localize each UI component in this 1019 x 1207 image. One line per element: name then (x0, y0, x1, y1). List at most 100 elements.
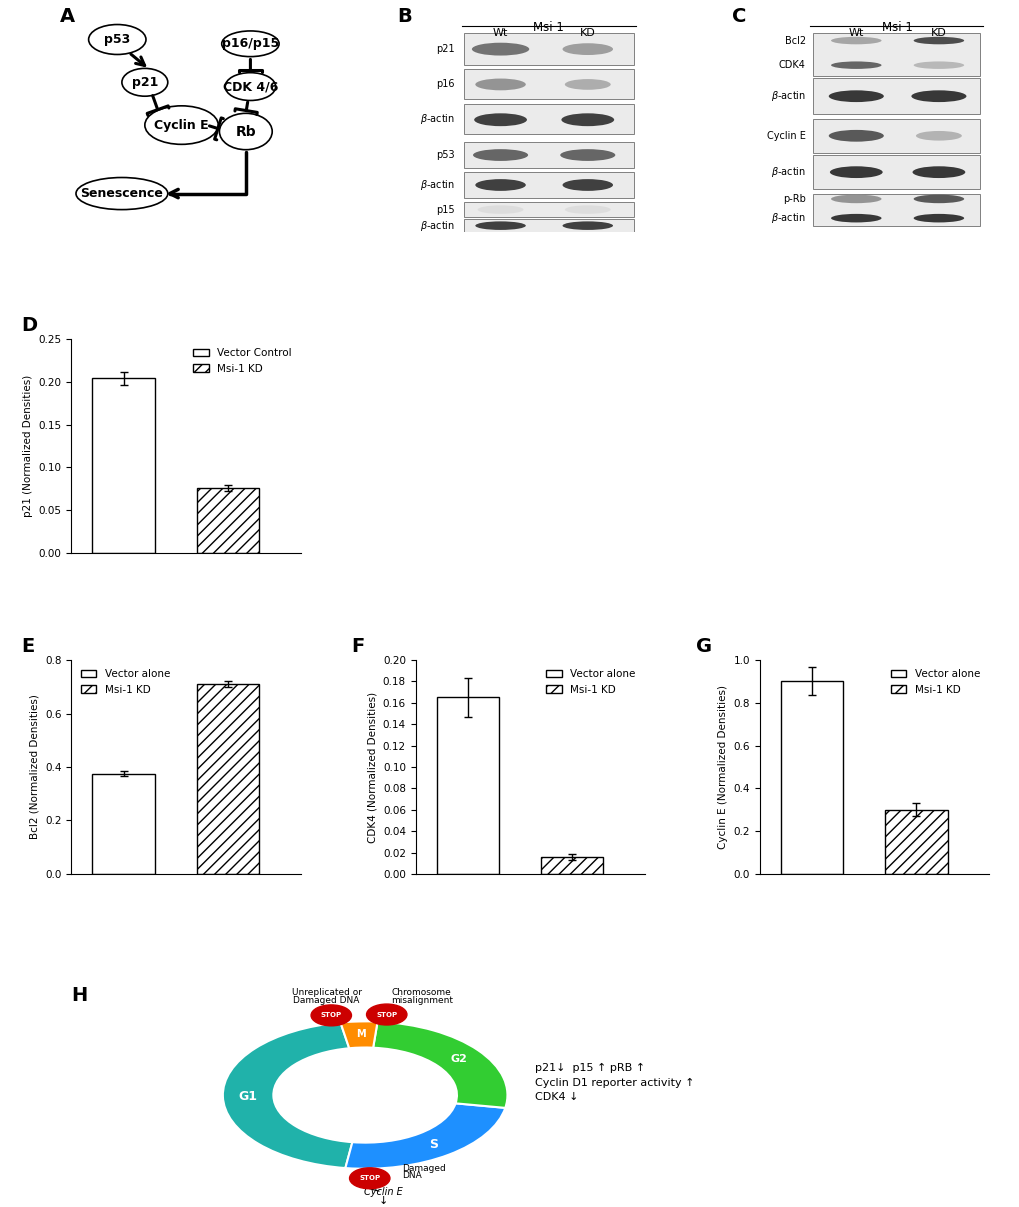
Text: Cyclin E: Cyclin E (766, 130, 805, 141)
Text: KD: KD (930, 28, 946, 37)
Ellipse shape (562, 221, 612, 231)
Legend: Vector alone, Msi-1 KD: Vector alone, Msi-1 KD (542, 665, 639, 699)
Ellipse shape (913, 214, 963, 222)
Wedge shape (373, 1021, 506, 1108)
Text: Damaged: Damaged (401, 1165, 445, 1173)
Ellipse shape (562, 179, 612, 191)
Ellipse shape (915, 132, 961, 140)
Bar (812, 78, 979, 115)
Text: p16: p16 (436, 80, 454, 89)
Text: $\beta$-actin: $\beta$-actin (419, 112, 454, 126)
Ellipse shape (565, 80, 610, 89)
Text: Unreplicated or: Unreplicated or (291, 989, 362, 997)
Bar (812, 118, 979, 153)
Ellipse shape (830, 214, 880, 222)
Ellipse shape (562, 43, 612, 56)
Text: p21: p21 (131, 76, 158, 89)
Text: Cyclin E: Cyclin E (154, 118, 209, 132)
Y-axis label: Cyclin E (Normalized Densities): Cyclin E (Normalized Densities) (717, 686, 728, 849)
Text: $\beta$-actin: $\beta$-actin (770, 211, 805, 226)
Text: Bcl2: Bcl2 (784, 35, 805, 46)
Text: E: E (21, 637, 34, 655)
Bar (436, 698, 498, 874)
Ellipse shape (912, 167, 964, 179)
Text: C: C (732, 7, 746, 27)
Ellipse shape (830, 194, 880, 203)
Ellipse shape (473, 150, 528, 161)
Circle shape (311, 1005, 352, 1026)
Text: F: F (351, 637, 364, 655)
Text: $\beta$-actin: $\beta$-actin (419, 177, 454, 192)
Text: G: G (695, 637, 711, 655)
Ellipse shape (911, 91, 966, 103)
Text: STOP: STOP (376, 1011, 397, 1018)
Ellipse shape (477, 205, 523, 214)
Bar (884, 810, 947, 874)
Bar (812, 193, 979, 226)
Text: $\beta$-actin: $\beta$-actin (770, 89, 805, 104)
Bar (780, 682, 843, 874)
Text: KD: KD (580, 28, 595, 37)
Ellipse shape (913, 37, 963, 45)
Ellipse shape (559, 150, 614, 161)
Text: Cyclin E: Cyclin E (364, 1186, 403, 1197)
Ellipse shape (830, 62, 880, 69)
Ellipse shape (828, 91, 883, 103)
Ellipse shape (913, 194, 963, 203)
Ellipse shape (475, 221, 526, 231)
Text: Cyclin D1 reporter activity ↑: Cyclin D1 reporter activity ↑ (535, 1078, 694, 1088)
Text: p-Rb: p-Rb (783, 194, 805, 204)
Text: B: B (397, 7, 412, 27)
Ellipse shape (560, 113, 613, 127)
Text: G2: G2 (449, 1054, 467, 1063)
Text: STOP: STOP (359, 1176, 380, 1182)
Ellipse shape (828, 130, 883, 141)
Text: D: D (21, 316, 37, 334)
Wedge shape (340, 1021, 377, 1048)
Bar (197, 488, 259, 553)
Legend: Vector alone, Msi-1 KD: Vector alone, Msi-1 KD (76, 665, 174, 699)
Text: p53: p53 (104, 33, 130, 46)
Legend: Vector Control, Msi-1 KD: Vector Control, Msi-1 KD (189, 344, 296, 378)
Text: Senescence: Senescence (81, 187, 163, 200)
Ellipse shape (565, 205, 610, 214)
Bar (464, 33, 633, 65)
Text: G1: G1 (238, 1090, 258, 1103)
Text: misalignment: misalignment (391, 996, 452, 1004)
Bar (812, 33, 979, 76)
Text: ↓: ↓ (378, 1196, 388, 1207)
Text: p15: p15 (435, 205, 454, 215)
Text: p21: p21 (435, 45, 454, 54)
Text: p21↓  p15 ↑ pRB ↑: p21↓ p15 ↑ pRB ↑ (535, 1063, 644, 1073)
Text: $\beta$-actin: $\beta$-actin (770, 165, 805, 179)
Text: DNA: DNA (401, 1171, 421, 1180)
Bar (464, 70, 633, 99)
Text: H: H (71, 986, 88, 1004)
Bar (464, 104, 633, 134)
Text: p53: p53 (435, 150, 454, 161)
Ellipse shape (913, 62, 963, 69)
Ellipse shape (830, 37, 880, 45)
Text: Msi 1: Msi 1 (881, 22, 912, 34)
Y-axis label: CDK4 (Normalized Densities): CDK4 (Normalized Densities) (367, 692, 377, 842)
Wedge shape (223, 1022, 352, 1168)
Text: Rb: Rb (235, 124, 256, 139)
Legend: Vector alone, Msi-1 KD: Vector alone, Msi-1 KD (886, 665, 983, 699)
Bar (92, 774, 155, 874)
Text: CDK 4/6: CDK 4/6 (222, 80, 278, 93)
Text: STOP: STOP (320, 1013, 341, 1019)
Text: CDK4: CDK4 (779, 60, 805, 70)
Ellipse shape (474, 113, 527, 127)
Text: $\beta$-actin: $\beta$-actin (419, 218, 454, 233)
Text: Wt: Wt (492, 28, 507, 37)
Bar (540, 857, 603, 874)
Ellipse shape (475, 78, 526, 91)
Bar (464, 220, 633, 232)
Bar (92, 379, 155, 553)
Bar (197, 684, 259, 874)
Text: Msi 1: Msi 1 (533, 22, 564, 34)
Ellipse shape (472, 42, 529, 56)
Text: CDK4 ↓: CDK4 ↓ (535, 1092, 578, 1102)
Bar (464, 202, 633, 217)
Text: M: M (356, 1030, 366, 1039)
